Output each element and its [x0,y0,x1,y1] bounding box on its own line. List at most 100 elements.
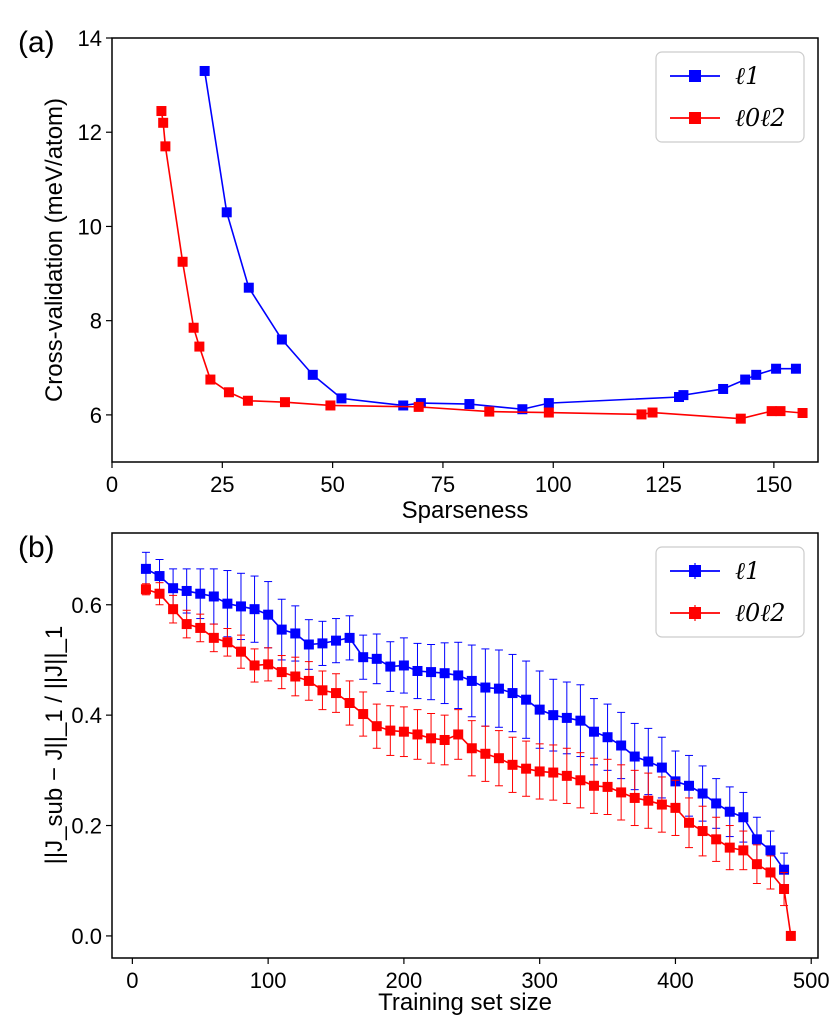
data-point-l1 [303,639,314,650]
panel-a-legend: ℓ1 ℓ0ℓ2 [655,51,805,143]
data-point-l1 [575,715,586,726]
data-point-l0l2 [290,671,301,682]
data-point-l1 [412,665,423,676]
data-point-l0l2 [616,787,627,798]
legend-a-marker-l0l2 [689,112,701,124]
data-point-l0l2 [647,407,658,418]
data-point-l1 [718,383,729,394]
data-point-l1 [517,404,528,415]
data-point-l1 [751,369,762,380]
data-point-l1 [765,845,776,856]
data-point-l1 [561,712,572,723]
panel-a-xlabel: Sparseness [402,497,529,524]
data-point-l1 [235,601,246,612]
data-point-l1 [738,812,749,823]
data-point-l1 [548,710,559,721]
data-point-l0l2 [263,659,274,670]
panel-a: (a) 0 25 50 75 100 125 150 6 8 10 12 14 Sparseness… [18,26,819,524]
data-point-l1 [276,624,287,635]
legend-a-label-l0l2: ℓ0ℓ2 [735,104,786,132]
panel-b: (b) 0 100 200 300 400 500 0.0 0.2 0.4 0.6 Traini… [18,531,830,1016]
panel-b-series [140,551,796,941]
data-point-l1 [439,668,450,679]
panel-b-y-ticks: 0.0 0.2 0.4 0.6 [71,593,112,949]
data-point-l0l2 [222,637,233,648]
data-point-l0l2 [398,726,409,737]
data-point-l0l2 [279,397,290,408]
legend-a-marker-l1 [689,70,701,82]
x-tick-label: 75 [431,472,455,497]
data-point-l0l2 [439,734,450,745]
data-point-l1 [507,688,518,699]
data-point-l0l2 [195,622,206,633]
data-point-l0l2 [317,685,328,696]
data-point-l1 [771,363,782,374]
data-point-l1 [344,632,355,643]
data-point-l0l2 [242,395,253,406]
panel-b-xlabel: Training set size [378,989,552,1016]
data-point-l0l2 [711,834,722,845]
data-point-l1 [466,675,477,686]
legend-b-marker-l1 [689,565,701,577]
data-point-l1 [140,563,151,574]
data-point-l1 [740,374,751,385]
panel-b-ylabel: ||J_sub − J||_1 / ||J||_1 [41,626,68,865]
data-point-l0l2 [697,826,708,837]
data-point-l0l2 [249,660,260,671]
data-point-l1 [398,660,409,671]
data-point-l0l2 [480,748,491,759]
data-point-l0l2 [156,106,167,117]
data-point-l0l2 [636,409,647,420]
data-point-l0l2 [466,743,477,754]
data-point-l1 [779,864,790,875]
panel-a-x-ticks: 0 25 50 75 100 125 150 [106,462,792,497]
data-point-l0l2 [561,770,572,781]
data-point-l1 [276,334,287,345]
data-point-l1 [331,635,342,646]
data-point-l0l2 [543,407,554,418]
panel-b-x-ticks: 0 100 200 300 400 500 [126,958,830,993]
panel-b-legend: ℓ1 ℓ0ℓ2 [655,546,805,638]
data-point-l0l2 [208,632,219,643]
data-point-l1 [790,363,801,374]
data-point-l0l2 [575,775,586,786]
panel-b-label: (b) [18,531,55,564]
data-point-l1 [602,732,613,743]
x-tick-label: 100 [250,968,287,993]
x-tick-label: 300 [521,968,558,993]
data-point-l0l2 [158,117,169,128]
y-tick-label: 0.4 [71,703,102,728]
data-point-l1 [181,585,192,596]
data-point-l1 [697,788,708,799]
data-point-l0l2 [140,584,151,595]
legend-b-label-l1: ℓ1 [735,557,760,585]
data-point-l1 [307,369,318,380]
panel-a-label: (a) [18,26,55,59]
panel-a-y-ticks: 6 8 10 12 14 [78,26,112,428]
data-point-l0l2 [548,767,559,778]
data-point-l0l2 [656,799,667,810]
y-tick-label: 6 [90,403,102,428]
x-tick-label: 0 [126,968,138,993]
data-point-l0l2 [223,387,234,398]
y-tick-label: 0.0 [71,924,102,949]
series-l0l2 [140,582,796,941]
data-point-l1 [521,694,532,705]
data-point-l0l2 [765,867,776,878]
data-point-l1 [195,588,206,599]
data-point-l0l2 [205,374,216,385]
data-point-l0l2 [484,406,495,417]
series-l1 [140,551,790,887]
data-point-l1 [656,762,667,773]
data-point-l1 [221,207,232,218]
data-point-l1 [336,393,347,404]
data-point-l1 [543,398,554,409]
data-point-l1 [317,638,328,649]
data-point-l0l2 [412,729,423,740]
data-point-l1 [493,683,504,694]
data-point-l0l2 [154,588,165,599]
panel-b-axes-frame [111,532,819,959]
data-point-l0l2 [168,604,179,615]
data-point-l0l2 [385,725,396,736]
